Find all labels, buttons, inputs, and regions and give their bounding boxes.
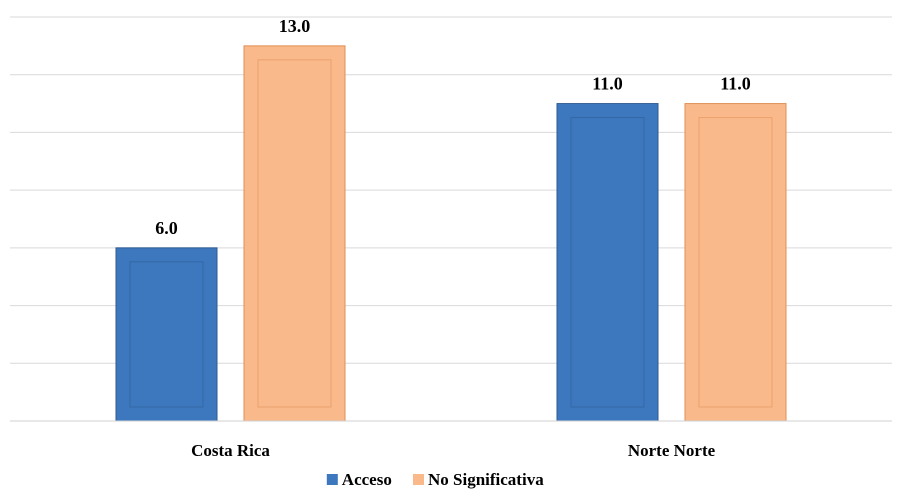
bar-costa-rica-no-significativa <box>243 45 346 422</box>
legend-label: Acceso <box>342 470 392 489</box>
legend-item: Acceso <box>326 470 392 489</box>
x-axis-tick-labels: Costa Rica Norte Norte <box>191 441 716 460</box>
data-label: 11.0 <box>720 74 751 94</box>
bar-costa-rica-acceso <box>115 247 218 422</box>
bar-norte-norte-no-significativa <box>684 103 787 422</box>
x-tick-label: Norte Norte <box>628 441 716 460</box>
legend-label: No Significativa <box>428 470 544 489</box>
bar-bevel <box>129 261 204 408</box>
bar <box>684 103 787 422</box>
data-label: 11.0 <box>592 74 623 94</box>
bar-norte-norte-acceso <box>556 103 659 422</box>
x-tick-label: Costa Rica <box>191 441 270 460</box>
legend-item: No Significativa <box>413 470 544 489</box>
data-label: 13.0 <box>279 16 311 36</box>
bar-bevel <box>698 117 773 408</box>
legend-swatch <box>326 474 338 485</box>
data-labels: 6.0 13.0 11.0 11.0 <box>155 16 751 238</box>
data-label: 6.0 <box>155 218 178 238</box>
legend-swatch <box>413 474 424 485</box>
legend: Acceso No Significativa <box>326 470 544 489</box>
bar-bevel <box>257 59 332 408</box>
bar <box>115 247 218 422</box>
bar <box>243 45 346 422</box>
bar <box>556 103 659 422</box>
bar-bevel <box>570 117 645 408</box>
bars <box>115 45 787 422</box>
